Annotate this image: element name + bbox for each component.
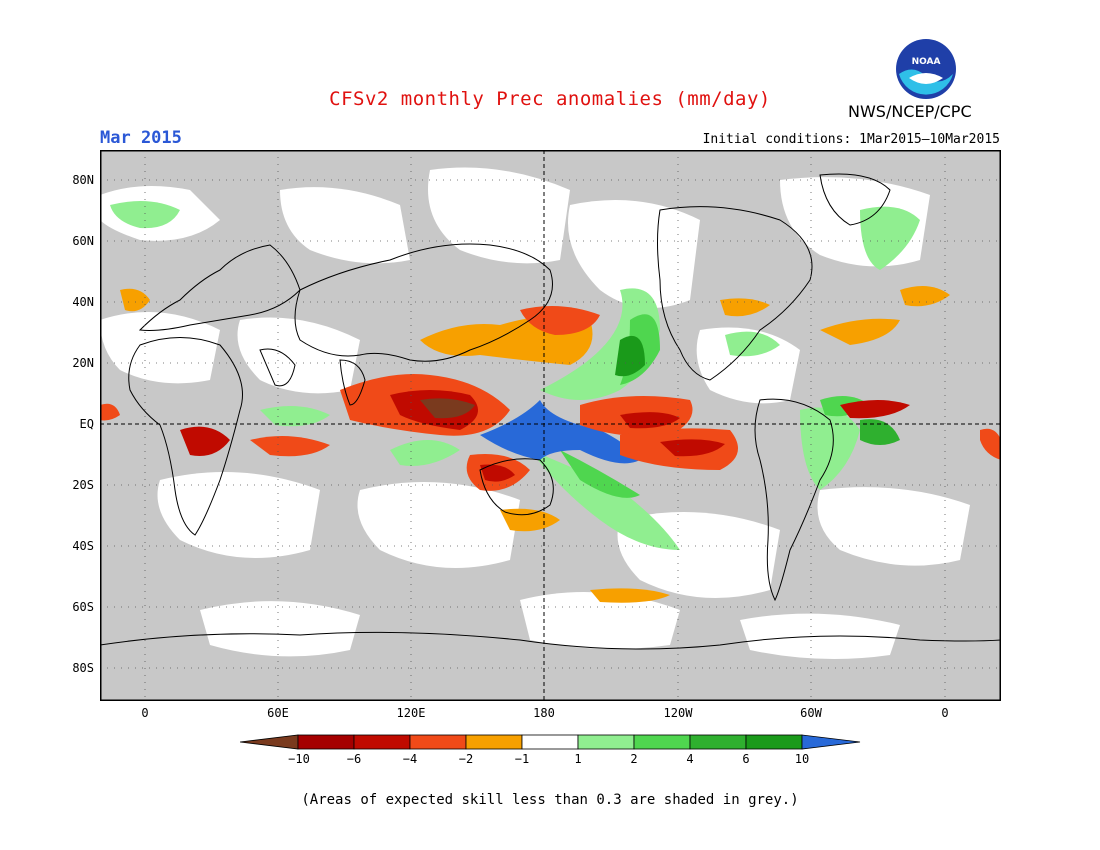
colorbar-cell [465, 734, 523, 750]
lon-label: 60E [267, 706, 289, 720]
initial-conditions: Initial conditions: 1Mar2015–10Mar2015 [702, 132, 1000, 147]
lon-label: 120W [663, 706, 693, 720]
colorbar-label: 1 [574, 752, 582, 766]
skill-caption: (Areas of expected skill less than 0.3 a… [301, 792, 799, 808]
neutral-regions [100, 167, 970, 659]
colorbar-label: −2 [458, 752, 474, 766]
colorbar-cell [745, 734, 803, 750]
positive-anomaly-regions [110, 201, 920, 550]
lon-label: 60W [800, 706, 822, 720]
lat-label: 40S [72, 539, 94, 553]
colorbar-label: −1 [514, 752, 530, 766]
colorbar-label: −4 [402, 752, 418, 766]
colorbar-cell [521, 734, 579, 750]
strong-positive-region [480, 400, 640, 464]
svg-text:NOAA: NOAA [912, 57, 941, 67]
colorbar-cell [577, 734, 635, 750]
forecast-month: Mar 2015 [100, 128, 182, 148]
colorbar [240, 734, 861, 750]
colorbar-label: 10 [794, 752, 810, 766]
colorbar-arrow-low [240, 734, 299, 750]
noaa-logo: NOAA [896, 39, 956, 99]
colorbar-cell [297, 734, 355, 750]
coastlines [100, 173, 1001, 650]
graticule [100, 150, 1001, 701]
lon-label: 0 [141, 706, 149, 720]
lon-label: 180 [533, 706, 555, 720]
colorbar-cell [409, 734, 467, 750]
lat-label: 80S [72, 661, 94, 675]
precipitation-anomaly-map [100, 150, 1001, 701]
colorbar-label: 4 [686, 752, 694, 766]
lat-label: 40N [72, 295, 94, 309]
colorbar-label: −10 [288, 752, 310, 766]
colorbar-arrow-high [801, 734, 861, 750]
negative-anomaly-regions [100, 286, 1001, 603]
colorbar-cell [689, 734, 747, 750]
lat-label: 60S [72, 600, 94, 614]
colorbar-label: 2 [630, 752, 638, 766]
lon-label: 120E [396, 706, 426, 720]
lat-label: 20S [72, 478, 94, 492]
colorbar-label: −6 [346, 752, 362, 766]
map-frame [100, 150, 1001, 701]
lat-label: 20N [72, 356, 94, 370]
lat-label: 80N [72, 173, 94, 187]
lon-label: 0 [941, 706, 949, 720]
organization-label: NWS/NCEP/CPC [848, 102, 972, 121]
map-title: CFSv2 monthly Prec anomalies (mm/day) [329, 88, 771, 110]
lat-label: EQ [79, 417, 94, 431]
colorbar-label: 6 [742, 752, 750, 766]
colorbar-cell [633, 734, 691, 750]
colorbar-cell [353, 734, 411, 750]
lat-label: 60N [72, 234, 94, 248]
